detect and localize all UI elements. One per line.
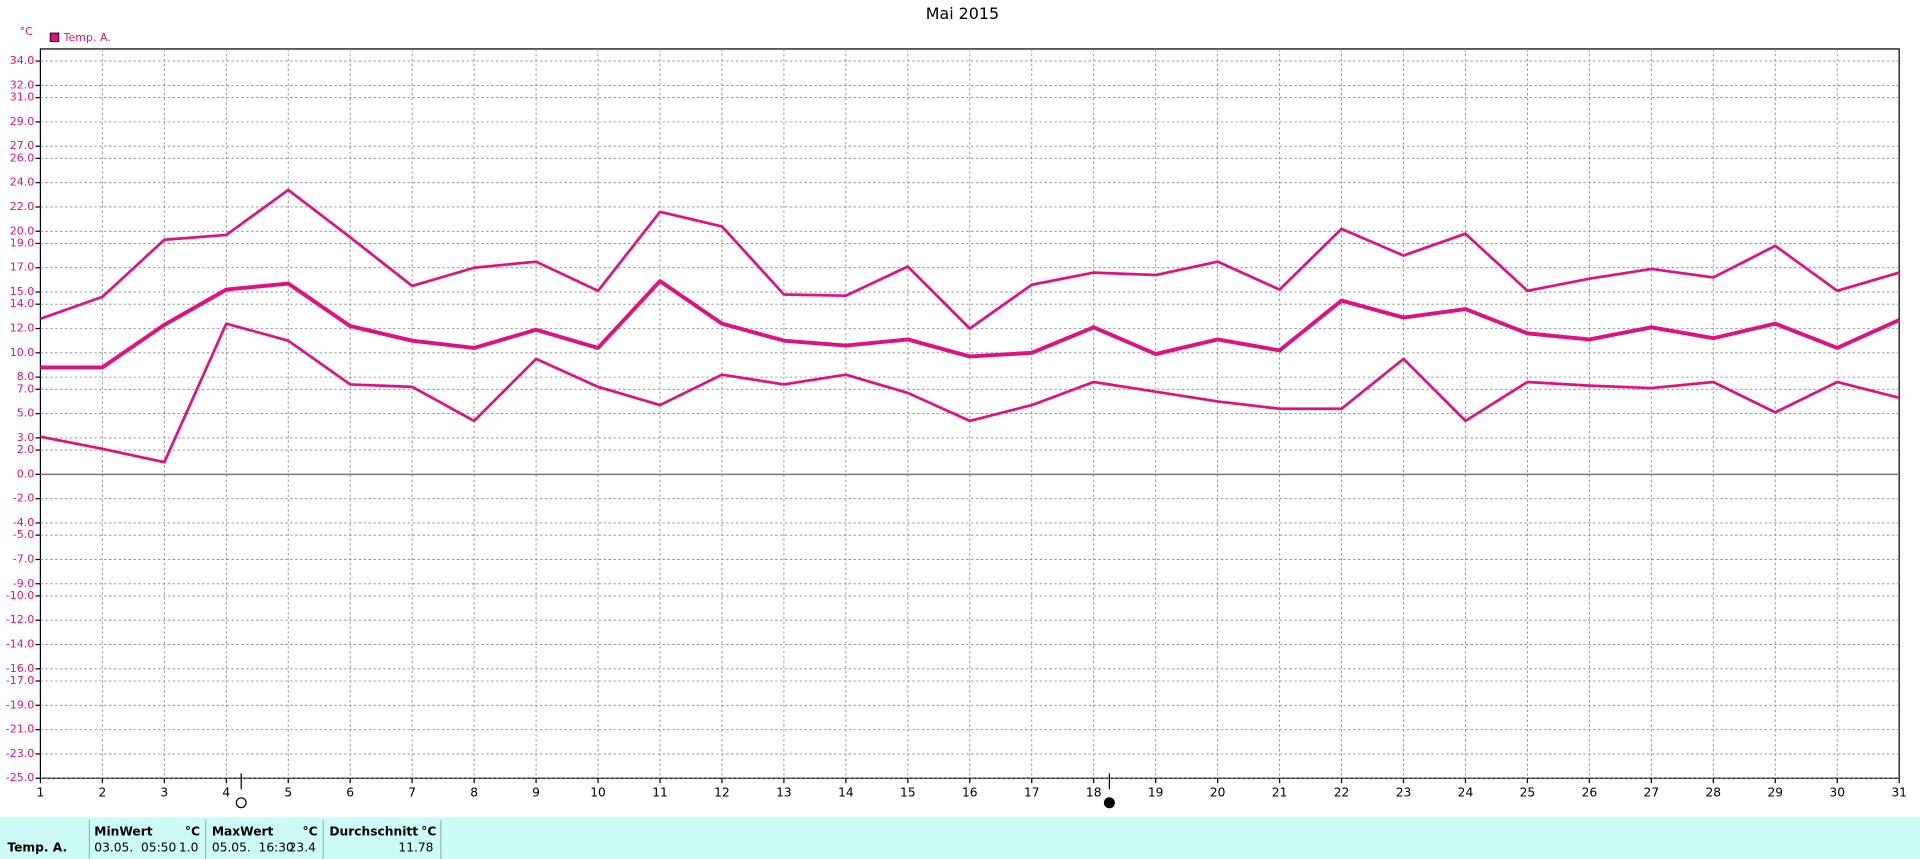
y-tick-label: -25.0 [6, 771, 34, 784]
y-tick-label: 19.0 [10, 236, 35, 249]
summary-header: Durchschnitt [329, 825, 418, 839]
y-tick-label: 10.0 [10, 346, 35, 359]
x-tick-label: 8 [470, 785, 478, 799]
y-tick-label: -9.0 [13, 577, 34, 590]
y-tick-label: 8.0 [17, 370, 35, 383]
x-tick-label: 26 [1582, 785, 1598, 799]
y-tick-label: -17.0 [6, 674, 34, 687]
summary-header: MaxWert [212, 825, 274, 839]
legend-label: Temp. A. [63, 31, 111, 44]
y-tick-label: -7.0 [13, 552, 34, 565]
x-tick-label: 24 [1458, 785, 1474, 799]
x-tick-label: 3 [160, 785, 168, 799]
summary-cell: 05.05. 16:30 [212, 840, 294, 854]
y-tick-label: -14.0 [6, 638, 34, 651]
summary-cell: 03.05. 05:50 [94, 840, 176, 854]
x-tick-label: 17 [1024, 785, 1040, 799]
summary-row-label: Temp. A. [7, 840, 67, 854]
x-tick-label: 19 [1148, 785, 1164, 799]
y-tick-label: 34.0 [10, 54, 35, 67]
summary-header: °C [185, 825, 200, 839]
y-tick-label: 32.0 [10, 78, 35, 91]
y-tick-label: -10.0 [6, 589, 34, 602]
y-tick-label: 14.0 [10, 297, 35, 310]
x-tick-label: 10 [590, 785, 606, 799]
plot: 34.032.031.029.027.026.024.022.020.019.0… [6, 48, 1907, 799]
x-tick-label: 23 [1396, 785, 1412, 799]
y-tick-label: 12.0 [10, 322, 35, 335]
cursor-markers [235, 773, 1115, 809]
x-tick-label: 31 [1891, 785, 1907, 799]
y-tick-label: 26.0 [10, 151, 35, 164]
x-tick-label: 9 [532, 785, 540, 799]
x-tick-label: 5 [284, 785, 292, 799]
y-tick-label: -4.0 [13, 516, 34, 529]
y-tick-label: -12.0 [6, 613, 34, 626]
y-tick-label: 31.0 [10, 91, 35, 104]
y-tick-label: 3.0 [17, 431, 35, 444]
y-tick-label: 15.0 [10, 285, 35, 298]
y-tick-label: 5.0 [17, 407, 35, 420]
legend-swatch [49, 32, 60, 43]
x-tick-label: 7 [408, 785, 416, 799]
y-tick-label: 24.0 [10, 176, 35, 189]
y-tick-label: 2.0 [17, 443, 35, 456]
y-tick-label: -2.0 [13, 492, 34, 505]
x-tick-label: 4 [222, 785, 230, 799]
summary-cell: 1.0 [179, 840, 198, 854]
x-tick-label: 13 [776, 785, 792, 799]
x-tick-label: 20 [1210, 785, 1226, 799]
x-tick-label: 27 [1644, 785, 1660, 799]
x-tick-label: 28 [1706, 785, 1722, 799]
x-tick-label: 22 [1334, 785, 1350, 799]
y-tick-label: 7.0 [17, 382, 35, 395]
chart-title: Mai 2015 [926, 4, 999, 23]
x-tick-label: 18 [1086, 785, 1102, 799]
summary-header: MinWert [94, 825, 152, 839]
summary-cell: 11.78 [398, 840, 433, 854]
x-tick-label: 15 [900, 785, 916, 799]
x-tick-label: 1 [37, 785, 45, 799]
y-tick-label: 22.0 [10, 200, 35, 213]
x-tick-label: 12 [714, 785, 730, 799]
y-tick-label: -5.0 [13, 528, 34, 541]
x-tick-label: 11 [652, 785, 668, 799]
y-tick-label: 29.0 [10, 115, 35, 128]
x-tick-label: 29 [1767, 785, 1783, 799]
series-line [39, 188, 1900, 330]
y-tick-label: -21.0 [6, 723, 34, 736]
y-tick-label: -19.0 [6, 698, 34, 711]
summary-panel [0, 817, 1920, 859]
series-line [40, 322, 1900, 464]
x-tick-label: 16 [962, 785, 978, 799]
summary-header: °C [302, 825, 317, 839]
x-tick-label: 6 [346, 785, 354, 799]
summary-cell: 23.4 [289, 840, 316, 854]
x-tick-label: 30 [1829, 785, 1845, 799]
series-line [40, 279, 1900, 370]
x-tick-label: 25 [1520, 785, 1536, 799]
y-tick-label: -16.0 [6, 662, 34, 675]
summary-dividers [88, 819, 442, 859]
y-tick-label: 0.0 [17, 467, 35, 480]
summary-header: °C [421, 825, 436, 839]
y-tick-label: 17.0 [10, 261, 35, 274]
y-tick-label: -23.0 [6, 747, 34, 760]
x-tick-label: 14 [838, 785, 854, 799]
x-tick-label: 21 [1272, 785, 1288, 799]
y-unit: °C [20, 25, 34, 38]
y-tick-label: 27.0 [10, 139, 35, 152]
y-tick-label: 20.0 [10, 224, 35, 237]
x-tick-label: 2 [98, 785, 106, 799]
